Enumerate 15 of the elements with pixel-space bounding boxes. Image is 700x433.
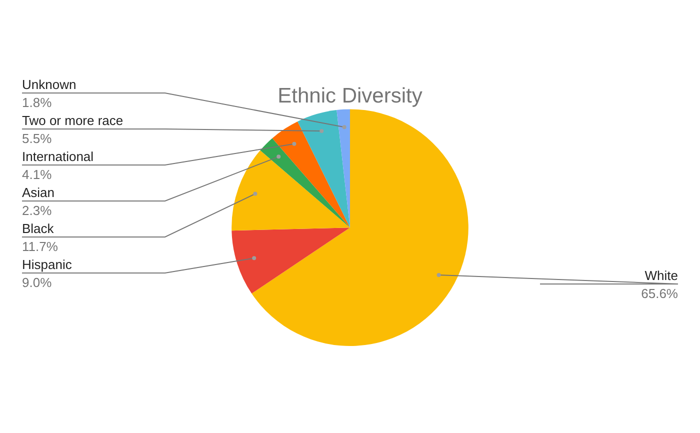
slice-label: Two or more race [22,113,124,128]
chart-title: Ethnic Diversity [278,84,423,108]
data-label: 65.6% [641,286,678,301]
data-label: 5.5% [22,131,52,146]
slice-label: White [644,268,678,283]
data-label: 1.8% [22,95,52,110]
data-label: 4.1% [22,167,52,182]
slice-label: International [22,149,94,164]
data-label: 11.7% [22,239,58,254]
data-label: 2.3% [22,203,52,218]
slice-label: Hispanic [22,257,72,272]
data-label: 9.0% [22,275,52,290]
slice-label: Black [22,221,54,236]
slice-label: Unknown [22,77,76,92]
slice-label: Asian [22,185,55,200]
